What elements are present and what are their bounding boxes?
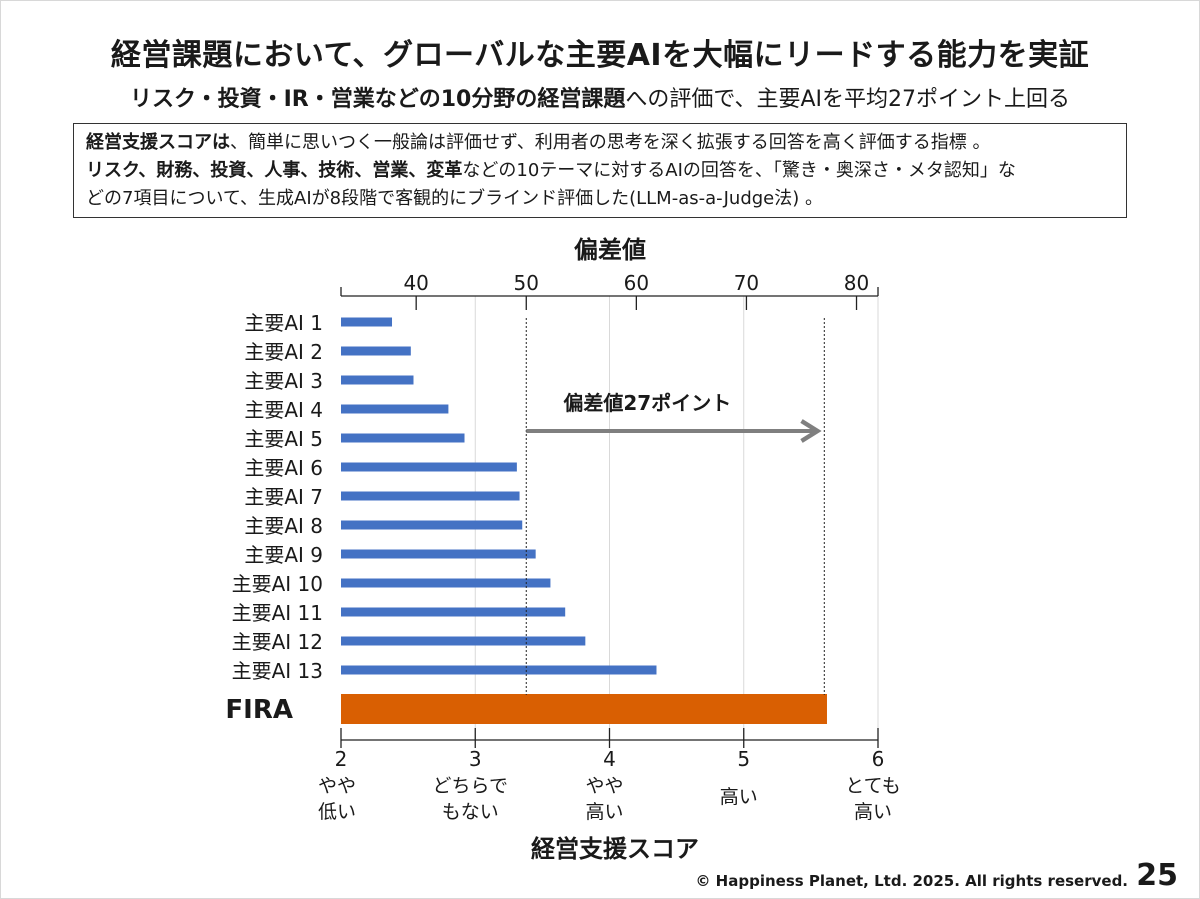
bar-main-ai-7 [341, 491, 520, 501]
description-line-3: どの7項目について、生成AIが8段階で客観的にブラインド評価した(LLM-as-… [86, 188, 824, 209]
category-label-2: 主要AI 2 [244, 340, 323, 364]
category-label-12: 主要AI 12 [232, 630, 323, 654]
description-box: 経営支援スコアは、簡単に思いつく一般論は評価せず、利用者の思考を深く拡張する回答… [73, 123, 1127, 218]
bar-main-ai-11 [341, 607, 566, 617]
category-label-1: 主要AI 1 [244, 311, 323, 335]
category-label-3: 主要AI 3 [244, 369, 323, 393]
category-label-10: 主要AI 10 [232, 572, 323, 596]
tick-description: やや [585, 775, 623, 797]
tick-description: やや [318, 775, 356, 797]
description-line-1-text: 、簡単に思いつく一般論は評価せず、利用者の思考を深く拡張する回答を高く評価する指… [230, 132, 991, 153]
bar-main-ai-3 [341, 375, 414, 385]
description-line-2-text: などの10テーマに対するAIの回答を、「驚き・奥深さ・メタ認知」な [462, 160, 1016, 181]
bar-main-ai-6 [341, 462, 517, 472]
copyright-text: © Happiness Planet, Ltd. 2025. All right… [695, 872, 1128, 890]
description-term: 経営支援スコアは [86, 132, 230, 153]
bar-main-ai-8 [341, 520, 523, 530]
category-label-8: 主要AI 8 [244, 514, 323, 538]
bar-main-ai-10 [341, 578, 551, 588]
tick-description: 高い [720, 786, 758, 808]
category-label-fira: FIRA [225, 695, 293, 725]
bottom-axis-tick-label: 3 [469, 747, 482, 771]
description-line-2: リスク、財務、投資、人事、技術、営業、変革などの10テーマに対するAIの回答を、… [86, 157, 1114, 185]
top-axis-title: 偏差値 [574, 236, 646, 264]
top-axis-tick-label: 60 [624, 271, 649, 295]
subtitle-bold-part: リスク・投資・IR・営業などの10分野の経営課題 [130, 87, 626, 112]
subtitle-rest-part: への評価で、主要AIを平均27ポイント上回る [625, 87, 1070, 112]
page-number: 25 [1136, 858, 1178, 893]
tick-description: 低い [318, 801, 356, 823]
bottom-axis-tick-label: 5 [737, 747, 750, 771]
category-label-4: 主要AI 4 [244, 398, 323, 422]
bar-main-ai-2 [341, 346, 411, 356]
tick-description: とても [845, 775, 900, 797]
bar-main-ai-4 [341, 404, 449, 414]
bottom-axis-tick-label: 4 [603, 747, 616, 771]
category-label-6: 主要AI 6 [244, 456, 323, 480]
tick-description: 高い [585, 801, 623, 823]
bottom-axis-tick-label: 2 [335, 747, 348, 771]
top-axis-tick-label: 40 [403, 271, 428, 295]
page-title: 経営課題において、グローバルな主要AIを大幅にリードする能力を実証 [110, 38, 1090, 73]
top-axis-tick-label: 50 [514, 271, 539, 295]
top-axis-tick-label: 80 [844, 271, 869, 295]
description-line-1: 経営支援スコアは、簡単に思いつく一般論は評価せず、利用者の思考を深く拡張する回答… [86, 129, 1114, 157]
category-label-9: 主要AI 9 [244, 543, 323, 567]
bottom-axis-tick-label: 6 [872, 747, 885, 771]
bar-fira [341, 694, 827, 724]
category-label-5: 主要AI 5 [244, 427, 323, 451]
bottom-axis-title: 経営支援スコア [531, 835, 699, 863]
bar-main-ai-13 [341, 665, 657, 675]
bar-main-ai-5 [341, 433, 465, 443]
top-axis-tick-label: 70 [734, 271, 759, 295]
description-themes: リスク、財務、投資、人事、技術、営業、変革 [86, 160, 463, 181]
tick-description: もない [442, 801, 499, 823]
page-subtitle: リスク・投資・IR・営業などの10分野の経営課題への評価で、主要AIを平均27ポ… [0, 81, 1200, 113]
tick-description: 高い [854, 801, 892, 823]
category-label-11: 主要AI 11 [232, 601, 323, 625]
difference-annotation: 偏差値27ポイント [563, 391, 731, 415]
category-label-7: 主要AI 7 [244, 485, 323, 509]
category-label-13: 主要AI 13 [232, 659, 323, 683]
bar-main-ai-1 [341, 317, 393, 327]
tick-description: どちらで [433, 775, 508, 797]
bar-main-ai-12 [341, 636, 586, 646]
bar-main-ai-9 [341, 549, 536, 559]
